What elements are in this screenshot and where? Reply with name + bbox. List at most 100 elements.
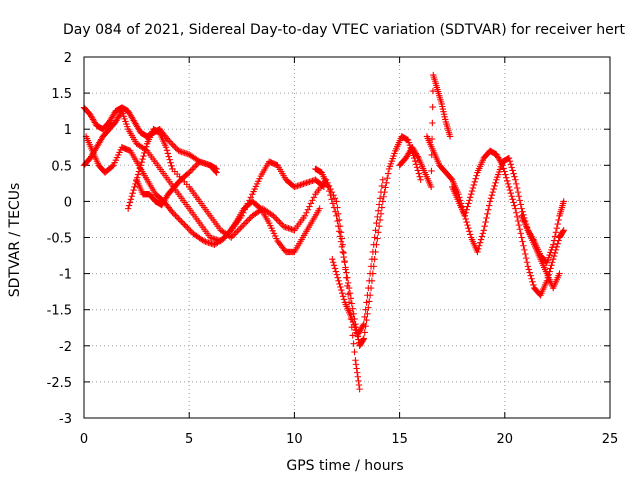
data-point [519, 238, 526, 245]
data-point [164, 136, 172, 144]
data-point [508, 193, 515, 200]
data-point [360, 320, 368, 328]
data-point [336, 280, 343, 288]
data-point [477, 236, 485, 243]
data-point [506, 186, 514, 194]
data-point [364, 310, 371, 318]
data-point [363, 299, 370, 306]
data-point [513, 180, 520, 188]
data-point [340, 253, 347, 261]
data-point [354, 369, 361, 376]
data-point [560, 198, 567, 205]
y-tick-label: -3 [59, 412, 72, 427]
data-point [181, 221, 188, 228]
data-point [336, 233, 344, 240]
data-point [129, 189, 136, 197]
data-point [517, 230, 524, 237]
data-point [301, 212, 309, 220]
data-point [384, 170, 392, 177]
data-point [513, 184, 521, 192]
data-point [338, 286, 345, 294]
data-point [187, 227, 194, 234]
y-tick-label: -1.5 [47, 304, 72, 319]
data-point [360, 336, 367, 343]
data-point [354, 373, 362, 380]
data-point [513, 209, 520, 216]
data-point [414, 153, 421, 160]
data-point [185, 226, 193, 233]
data-point [375, 201, 383, 208]
data-point [170, 143, 178, 150]
data-point [514, 217, 522, 225]
data-point [326, 187, 333, 195]
data-point [523, 259, 531, 266]
data-point [500, 165, 507, 172]
data-point [330, 204, 338, 211]
y-tick-label: 1 [64, 123, 72, 138]
data-point [465, 200, 472, 207]
data-point [167, 139, 175, 147]
data-point [554, 220, 561, 228]
data-point [139, 155, 146, 163]
series-track-11 [518, 198, 567, 266]
data-point [179, 219, 187, 227]
data-point [549, 241, 557, 248]
data-point [331, 265, 339, 272]
data-point [356, 385, 363, 393]
data-point [528, 275, 535, 282]
data-point [506, 157, 514, 165]
data-point [307, 200, 315, 207]
data-point [479, 230, 487, 237]
series-track-4 [124, 126, 363, 393]
data-point [518, 205, 525, 212]
data-point [125, 202, 133, 209]
data-point [235, 226, 242, 233]
y-tick-label: -2 [59, 340, 72, 355]
data-point [231, 231, 238, 238]
data-point [329, 200, 337, 207]
data-point [415, 170, 423, 177]
y-axis-title: SDTVAR / TECUs [7, 183, 23, 298]
data-point [544, 274, 551, 281]
data-point [482, 218, 489, 226]
data-point [550, 252, 558, 260]
data-point [192, 163, 199, 170]
y-tick-label: 2 [64, 51, 72, 66]
x-axis-title: GPS time / hours [286, 458, 403, 474]
data-point [379, 176, 386, 183]
data-point [136, 165, 144, 172]
data-point [350, 340, 357, 347]
data-point [135, 168, 143, 175]
data-point [509, 196, 516, 203]
data-point [273, 215, 280, 223]
data-point [504, 180, 512, 188]
data-point [303, 209, 310, 216]
data-point [550, 237, 558, 244]
data-point [131, 183, 138, 191]
data-point [485, 206, 492, 213]
data-point [240, 221, 247, 229]
data-point [489, 188, 496, 196]
data-point [560, 227, 567, 234]
series-track-5 [133, 158, 220, 209]
x-tick-labels: 0 5 10 15 20 25 [80, 432, 618, 447]
data-point [446, 133, 454, 140]
data-point [548, 262, 555, 269]
data-point [510, 170, 517, 177]
data-point [238, 223, 245, 230]
data-point [241, 220, 249, 227]
data-point [509, 167, 516, 174]
data-point [169, 209, 176, 216]
x-tick-label: 5 [185, 432, 193, 447]
data-point [359, 322, 367, 329]
data-point [333, 271, 340, 278]
data-point [428, 167, 435, 175]
y-tick-label: -0.5 [47, 232, 72, 247]
chart-title: Day 084 of 2021, Sidereal Day-to-day VTE… [63, 22, 625, 38]
data-point [510, 199, 517, 206]
data-point [462, 209, 469, 216]
data-point [347, 295, 355, 302]
data-point [465, 225, 472, 232]
data-point [501, 168, 508, 175]
data-point [471, 178, 478, 186]
